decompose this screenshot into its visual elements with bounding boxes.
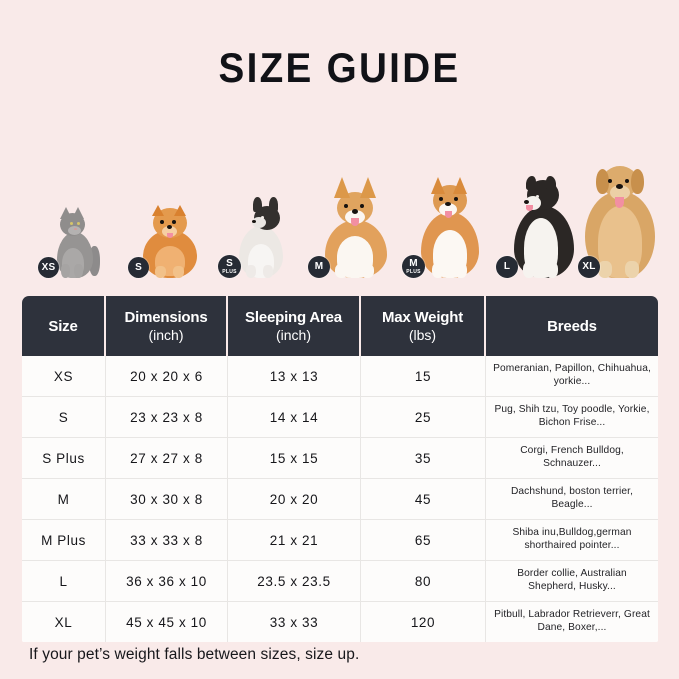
border-collie-illustration	[506, 150, 582, 278]
cell-max-weight: 65	[361, 520, 486, 560]
cell-size: S	[22, 397, 106, 437]
size-badge-label: S	[226, 257, 233, 269]
cell-dimensions: 45 x 45 x 10	[106, 602, 228, 642]
size-badge-xl: XL	[578, 256, 600, 278]
cell-breeds: Border collie, Australian Shepherd, Husk…	[517, 568, 627, 592]
cell-dimensions: 20 x 20 x 6	[106, 356, 228, 396]
column-header-size: Size	[22, 296, 106, 356]
column-header-max-weight: Max Weight (lbs)	[361, 296, 486, 356]
pet-xs: XS	[38, 204, 112, 278]
size-table: Size Dimensions (inch) Sleeping Area (in…	[22, 296, 658, 642]
cell-max-weight: 25	[361, 397, 486, 437]
size-badge-label: M	[314, 261, 324, 272]
pomeranian-illustration	[139, 194, 201, 278]
gray-cat-illustration	[48, 204, 102, 278]
column-header-label: Sleeping Area	[245, 309, 342, 326]
size-badge-sublabel: PLUS	[406, 268, 421, 275]
table-row: XS 20 x 20 x 6 13 x 13 15 Pomeranian, Pa…	[22, 356, 658, 397]
cell-breeds: Corgi, French Bulldog, Schnauzer...	[520, 445, 624, 469]
cell-max-weight: 15	[361, 356, 486, 396]
size-badge-label: XL	[582, 261, 596, 272]
cell-size: XS	[22, 356, 106, 396]
cell-sleeping-area: 33 x 33	[228, 602, 361, 642]
footer-note: If your pet’s weight falls between sizes…	[29, 646, 360, 663]
cell-dimensions: 23 x 23 x 8	[106, 397, 228, 437]
cell-size: L	[22, 561, 106, 601]
cell-breeds: Pug, Shih tzu, Toy poodle, Yorkie, Bicho…	[494, 404, 650, 428]
cell-dimensions: 33 x 33 x 8	[106, 520, 228, 560]
pet-s: S	[128, 194, 212, 278]
table-row: XL 45 x 45 x 10 33 x 33 120 Pitbull, Lab…	[22, 602, 658, 642]
corgi-illustration	[317, 166, 395, 278]
cell-size: M Plus	[22, 520, 106, 560]
cell-size: S Plus	[22, 438, 106, 478]
table-row: S 23 x 23 x 8 14 x 14 25 Pug, Shih tzu, …	[22, 397, 658, 438]
size-badge-s: S	[128, 257, 149, 278]
column-header-breeds: Breeds	[486, 296, 658, 356]
size-badge-xs: XS	[38, 257, 59, 278]
column-header-unit: (lbs)	[408, 327, 437, 343]
shiba-inu-illustration	[413, 156, 487, 278]
cell-sleeping-area: 15 x 15	[228, 438, 361, 478]
cell-sleeping-area: 23.5 x 23.5	[228, 561, 361, 601]
cell-size: M	[22, 479, 106, 519]
french-bulldog-illustration	[232, 184, 290, 278]
cell-breeds: Pomeranian, Papillon, Chihuahua, yorkie.…	[493, 363, 651, 387]
table-row: L 36 x 36 x 10 23.5 x 23.5 80 Border col…	[22, 561, 658, 602]
column-header-label: Breeds	[547, 317, 597, 335]
table-row: M Plus 33 x 33 x 8 21 x 21 65 Shiba inu,…	[22, 520, 658, 561]
table-body: XS 20 x 20 x 6 13 x 13 15 Pomeranian, Pa…	[22, 356, 658, 642]
size-badge-label: XS	[41, 261, 56, 273]
pet-m-plus: M PLUS	[402, 156, 498, 278]
column-header-sleeping-area: Sleeping Area (inch)	[228, 296, 361, 356]
cell-breeds: Shiba inu,Bulldog,german shorthaired poi…	[512, 527, 632, 551]
size-badge-label: L	[503, 261, 511, 272]
size-badge-m-plus: M PLUS	[402, 255, 425, 278]
page-title: SIZE GUIDE	[218, 44, 461, 91]
size-badge-s-plus: S PLUS	[218, 255, 241, 278]
cell-max-weight: 120	[361, 602, 486, 642]
column-header-label: Size	[48, 317, 78, 335]
cell-sleeping-area: 13 x 13	[228, 356, 361, 396]
cell-sleeping-area: 21 x 21	[228, 520, 361, 560]
cell-dimensions: 36 x 36 x 10	[106, 561, 228, 601]
cell-dimensions: 27 x 27 x 8	[106, 438, 228, 478]
table-row: S Plus 27 x 27 x 8 15 x 15 35 Corgi, Fre…	[22, 438, 658, 479]
cell-size: XL	[22, 602, 106, 642]
column-header-label: Max Weight	[381, 309, 464, 326]
cell-sleeping-area: 20 x 20	[228, 479, 361, 519]
column-header-label: Dimensions	[124, 309, 208, 326]
size-badge-sublabel: PLUS	[222, 268, 237, 275]
column-header-unit: (inch)	[148, 327, 184, 343]
pet-m: M	[308, 166, 404, 278]
cell-breeds: Dachshund, boston terrier, Beagle...	[510, 486, 634, 510]
pet-l: L	[496, 150, 592, 278]
size-badge-label: S	[135, 261, 142, 273]
cell-dimensions: 30 x 30 x 8	[106, 479, 228, 519]
cell-max-weight: 45	[361, 479, 486, 519]
pet-xl: XL	[578, 138, 658, 278]
cell-sleeping-area: 14 x 14	[228, 397, 361, 437]
column-header-unit: (inch)	[275, 327, 311, 343]
size-badge-l: L	[496, 256, 518, 278]
cell-breeds: Pitbull, Labrador Retrieverr, Great Dane…	[494, 609, 650, 633]
pet-illustration-strip: XS	[22, 138, 658, 278]
cell-max-weight: 80	[361, 561, 486, 601]
cell-max-weight: 35	[361, 438, 486, 478]
size-badge-m: M	[308, 256, 330, 278]
column-header-dimensions: Dimensions (inch)	[106, 296, 228, 356]
table-header-row: Size Dimensions (inch) Sleeping Area (in…	[22, 296, 658, 356]
pet-s-plus: S PLUS	[218, 184, 304, 278]
table-row: M 30 x 30 x 8 20 x 20 45 Dachshund, bost…	[22, 479, 658, 520]
size-badge-label: M	[409, 257, 418, 269]
